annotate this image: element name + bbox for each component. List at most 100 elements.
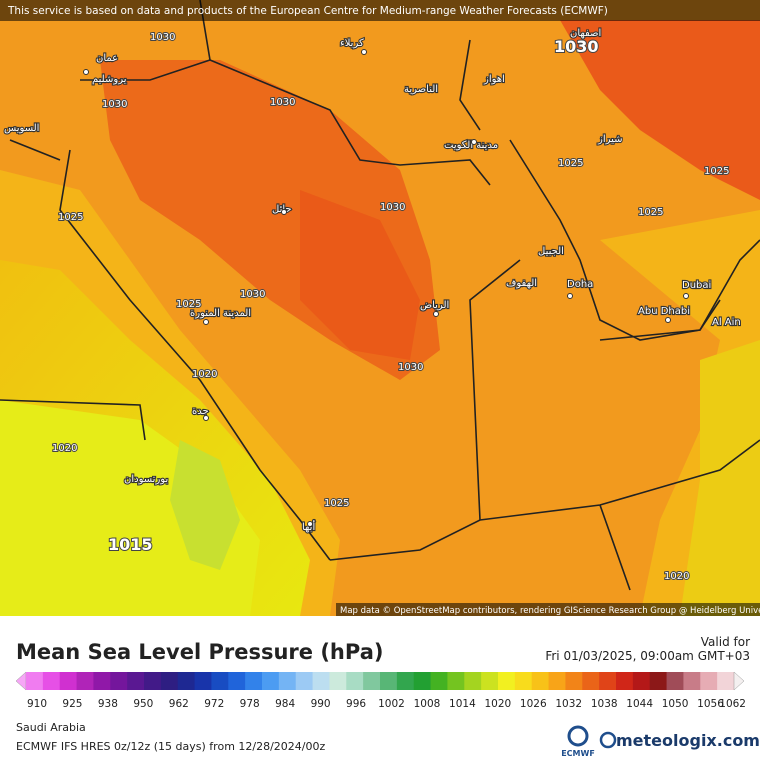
colorbar-swatch (447, 672, 465, 690)
colorbar-swatch (363, 672, 381, 690)
colorbar-tick-label: 1044 (626, 698, 653, 710)
colorbar-swatch (616, 672, 634, 690)
city-label: حائل (272, 204, 292, 215)
isobar-label: 1015 (108, 535, 153, 554)
colorbar-tick-label: 950 (133, 698, 153, 710)
colorbar-swatch (582, 672, 600, 690)
city-label: Dubai (682, 280, 711, 291)
colorbar-swatch (26, 672, 44, 690)
colorbar-swatch (262, 672, 280, 690)
colorbar-swatch (110, 672, 128, 690)
colorbar-tick-label: 1056 (697, 698, 724, 710)
isobar-label: 1030 (380, 202, 405, 213)
city-label: بورتسودان (124, 474, 168, 485)
city-label: المدينة المنورة (190, 308, 251, 319)
isobar-label: 1025 (176, 299, 201, 310)
legend: Mean Sea Level Pressure (hPa) Valid for … (15, 635, 760, 758)
model-info: ECMWF IFS HRES 0z/12z (15 days) from 12/… (16, 740, 326, 753)
city-label: جدة (192, 406, 209, 417)
city-label: شيراز (597, 134, 623, 145)
isobar-label: 1020 (192, 369, 217, 380)
colorbar-swatch (531, 672, 550, 690)
colorbar-swatch (160, 672, 179, 690)
colorbar-swatch (514, 672, 533, 690)
colorbar-swatch (144, 672, 162, 690)
colorbar-swatch (700, 672, 718, 690)
valid-time: Fri 01/03/2025, 09:00am GMT+03 (545, 649, 750, 663)
colorbar-swatch (548, 672, 566, 690)
borders (0, 0, 760, 591)
isobar-label: 1025 (58, 212, 83, 223)
city-label: الجبيل (538, 246, 564, 257)
isobar-label: 1030 (150, 32, 175, 43)
colorbar-swatch (42, 672, 61, 690)
high-region (560, 20, 760, 200)
colorbar-swatch (380, 672, 398, 690)
colorbar-tick-label: 938 (98, 698, 118, 710)
region: Saudi Arabia (16, 721, 86, 734)
city-label: كربلاء (340, 38, 364, 49)
colorbar-tick-label: 1032 (555, 698, 582, 710)
colorbar-swatch (211, 672, 229, 690)
isobar-label: 1030 (554, 37, 599, 56)
colorbar-swatch (396, 672, 415, 690)
legend-title: Mean Sea Level Pressure (hPa) (16, 640, 383, 664)
city-label: الهفوف (506, 278, 537, 289)
colorbar-swatch (498, 672, 516, 690)
brand-icon (599, 731, 617, 749)
colorbar-tick-label: 962 (169, 698, 189, 710)
colorbar-swatch (464, 672, 482, 690)
ecmwf-label: ECMWF (561, 749, 595, 758)
isobar-label: 1030 (398, 362, 423, 373)
colorbar-swatch (413, 672, 432, 690)
city-label: Doha (567, 279, 593, 290)
city-label: Al Ain (712, 317, 741, 328)
colorbar-swatch (649, 672, 668, 690)
colorbar-swatch (127, 672, 145, 690)
ecmwf-logo: ECMWF (561, 725, 595, 758)
cities: عمان يروشليم كربلاء اصفهان الناصرية اهوا… (3, 27, 742, 534)
colorbar-swatch (295, 672, 314, 690)
attribution-bg (336, 603, 760, 616)
colorbar-end (733, 671, 745, 691)
city-label: Abu Dhabi (638, 306, 690, 317)
high-region (300, 190, 420, 360)
colorbar-tick-label: 1038 (591, 698, 618, 710)
city-label: مدينة الكويت (444, 140, 498, 151)
colorbar-tick-label: 972 (204, 698, 224, 710)
city-label: اهواز (483, 74, 505, 85)
isobar-label: 1030 (270, 97, 295, 108)
colorbar-swatch (312, 672, 330, 690)
isobar-label: 1030 (102, 99, 127, 110)
colorbar-tick-label: 1050 (662, 698, 689, 710)
isobar-label: 1030 (240, 289, 265, 300)
colorbar-swatch (683, 672, 701, 690)
attribution: Map data © OpenStreetMap contributors, r… (340, 606, 760, 616)
colorbar: 910 925 938 950 962 972 978 984 990 996 1002 1008 10… (15, 671, 746, 710)
isobar-label: 1025 (704, 166, 729, 177)
city-dots (83, 49, 689, 527)
colorbar-swatch (599, 672, 617, 690)
colorbar-tick-label: 1014 (449, 698, 476, 710)
city-label: الرياض (420, 300, 449, 311)
low-region (0, 400, 260, 616)
brand: meteologix.com (616, 731, 760, 750)
colorbar-swatch (666, 672, 684, 690)
banner: This service is based on data and produc… (7, 5, 608, 17)
colorbar-swatch (329, 672, 347, 690)
colorbar-swatch (177, 672, 196, 690)
city-label: اصفهان (570, 28, 601, 39)
colorbar-swatch (59, 672, 78, 690)
colorbar-swatch (430, 672, 448, 690)
city-label: عمان (96, 53, 118, 64)
banner-bg (0, 0, 760, 21)
colorbar-swatch (93, 672, 111, 690)
city-label: يروشليم (92, 74, 127, 85)
isobar-label: 1020 (664, 571, 689, 582)
colorbar-tick-label: 990 (311, 698, 331, 710)
city-label: السويس (4, 123, 39, 134)
colorbar-tick-label: 1026 (520, 698, 547, 710)
isobar-label: 1025 (638, 207, 663, 218)
colorbar-tick-label: 984 (275, 698, 295, 710)
colorbar-tick-label: 1062 (719, 698, 746, 710)
